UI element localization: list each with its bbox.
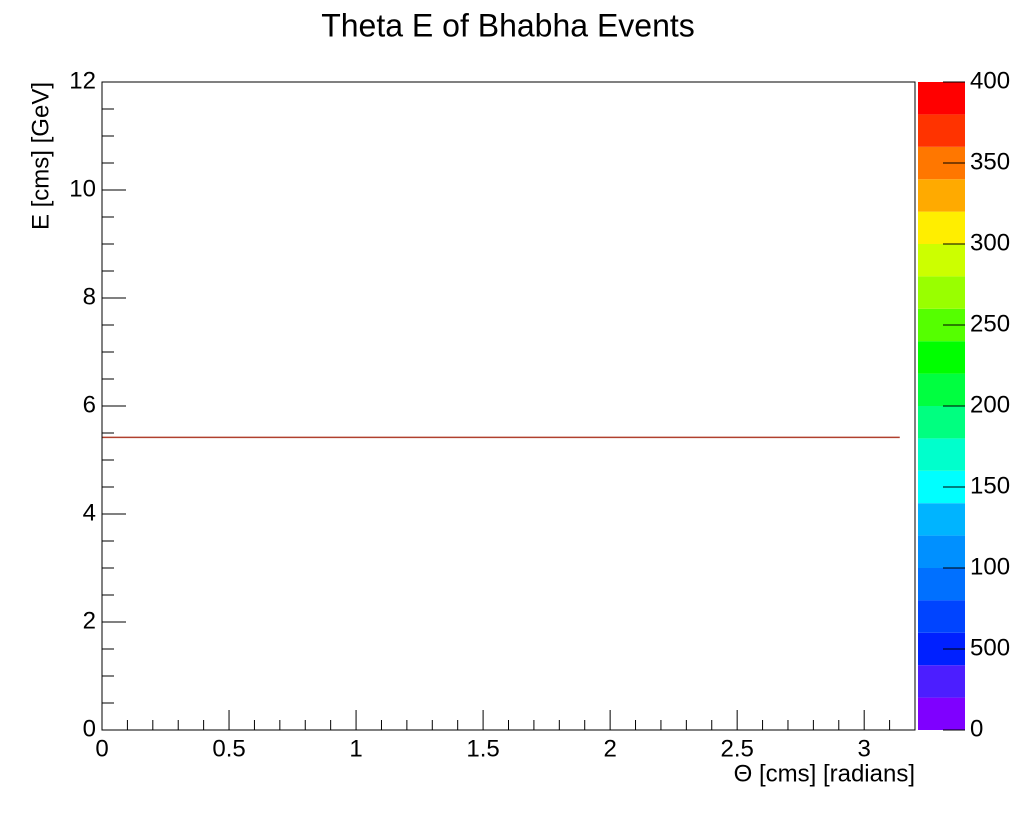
- x-tick-label: 1: [349, 735, 362, 762]
- y-tick-label: 8: [83, 283, 96, 310]
- y-tick-label: 0: [83, 715, 96, 742]
- palette-band: [918, 406, 965, 439]
- palette-band: [918, 600, 965, 633]
- x-tick-label: 0: [95, 735, 108, 762]
- palette-band: [918, 665, 965, 698]
- x-tick-label: 2.5: [720, 735, 753, 762]
- palette-band: [918, 276, 965, 309]
- z-tick-label: 300: [970, 229, 1010, 256]
- z-tick-label: 250: [970, 310, 1010, 337]
- z-tick-label: 400: [970, 67, 1010, 94]
- x-tick-label: 2: [603, 735, 616, 762]
- z-tick-label: 150: [970, 472, 1010, 499]
- palette-band: [918, 438, 965, 471]
- z-tick-label: 0: [970, 715, 983, 742]
- x-tick-label: 3: [858, 735, 871, 762]
- palette-band: [918, 114, 965, 147]
- chart-title: Theta E of Bhabha Events: [321, 7, 695, 43]
- palette-band: [918, 244, 965, 277]
- y-tick-label: 2: [83, 607, 96, 634]
- z-tick-label: 200: [970, 391, 1010, 418]
- palette-band: [918, 568, 965, 601]
- palette-band: [918, 82, 965, 115]
- palette-band: [918, 211, 965, 244]
- palette-band: [918, 341, 965, 374]
- palette-band: [918, 503, 965, 536]
- palette-band: [918, 373, 965, 406]
- z-tick-label: 100: [970, 553, 1010, 580]
- z-tick-label: 350: [970, 148, 1010, 175]
- x-tick-label: 1.5: [466, 735, 499, 762]
- y-axis-title: E [cms] [GeV]: [27, 82, 54, 230]
- palette-band: [918, 697, 965, 730]
- z-tick-label: 500: [970, 634, 1010, 661]
- y-tick-label: 4: [83, 499, 96, 526]
- palette-band: [918, 179, 965, 212]
- x-axis-title: Θ [cms] [radians]: [734, 760, 915, 787]
- palette-band: [918, 535, 965, 568]
- y-tick-label: 10: [69, 175, 96, 202]
- x-tick-label: 0.5: [212, 735, 245, 762]
- y-tick-label: 12: [69, 67, 96, 94]
- y-tick-label: 6: [83, 391, 96, 418]
